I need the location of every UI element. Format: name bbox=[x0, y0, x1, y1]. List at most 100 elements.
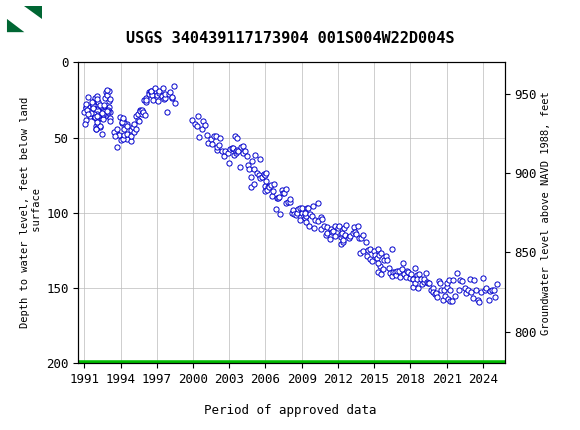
Point bbox=[387, 245, 396, 252]
Point bbox=[140, 111, 150, 118]
Point bbox=[401, 274, 411, 281]
Point bbox=[204, 139, 213, 146]
Point bbox=[96, 101, 105, 108]
Point bbox=[129, 120, 139, 127]
Point bbox=[394, 268, 404, 275]
Point bbox=[301, 219, 310, 226]
Point bbox=[406, 274, 415, 281]
Point bbox=[99, 115, 108, 122]
Point bbox=[382, 256, 392, 263]
Point bbox=[167, 94, 176, 101]
Point bbox=[355, 250, 364, 257]
Point bbox=[475, 299, 484, 306]
Point bbox=[148, 96, 158, 103]
Y-axis label: Depth to water level, feet below land
 surface: Depth to water level, feet below land su… bbox=[20, 97, 42, 329]
Point bbox=[304, 222, 314, 229]
Point bbox=[238, 150, 248, 157]
Point bbox=[88, 103, 97, 110]
Point bbox=[339, 237, 348, 243]
Point bbox=[164, 91, 173, 98]
Point bbox=[82, 106, 92, 113]
Point bbox=[365, 245, 375, 252]
Point bbox=[385, 270, 394, 276]
Point bbox=[88, 101, 97, 108]
Point bbox=[92, 118, 101, 125]
Point bbox=[97, 104, 107, 111]
Point bbox=[134, 118, 143, 125]
Point bbox=[348, 230, 357, 237]
Point bbox=[93, 115, 102, 122]
Point bbox=[263, 184, 272, 191]
Point bbox=[491, 294, 500, 301]
Point bbox=[425, 280, 434, 287]
Point bbox=[117, 119, 126, 126]
Point bbox=[480, 286, 490, 293]
Point bbox=[91, 126, 100, 132]
Point bbox=[377, 270, 386, 277]
Point bbox=[104, 104, 114, 111]
Point bbox=[81, 121, 90, 128]
Point bbox=[84, 94, 93, 101]
Point bbox=[252, 169, 262, 176]
Point bbox=[212, 147, 222, 154]
Point bbox=[144, 91, 154, 98]
Point bbox=[298, 205, 307, 212]
Point bbox=[338, 239, 347, 246]
Point bbox=[404, 269, 413, 276]
Point bbox=[264, 184, 273, 190]
Point bbox=[455, 277, 465, 284]
Point bbox=[231, 150, 240, 157]
Point bbox=[337, 230, 346, 237]
Point bbox=[445, 298, 454, 305]
Point bbox=[313, 200, 322, 206]
Point bbox=[249, 166, 259, 172]
Point bbox=[94, 122, 103, 129]
Point bbox=[85, 108, 94, 114]
Point bbox=[298, 210, 307, 217]
Point bbox=[113, 126, 122, 132]
Point bbox=[412, 271, 421, 278]
Point bbox=[363, 247, 372, 254]
Point bbox=[218, 147, 227, 154]
Point bbox=[194, 112, 203, 119]
Point bbox=[426, 286, 436, 293]
Point bbox=[280, 190, 289, 197]
Point bbox=[87, 109, 96, 116]
Point bbox=[455, 286, 464, 293]
Point bbox=[104, 107, 113, 114]
Point bbox=[98, 105, 107, 112]
Point bbox=[85, 105, 95, 112]
Point bbox=[391, 271, 400, 278]
Point bbox=[369, 247, 378, 254]
Point bbox=[192, 123, 201, 129]
Point bbox=[99, 104, 108, 111]
Point bbox=[226, 145, 235, 152]
Point bbox=[215, 142, 224, 149]
Point bbox=[126, 138, 136, 144]
Point bbox=[89, 102, 99, 109]
Point bbox=[119, 119, 129, 126]
Point bbox=[89, 98, 99, 105]
Point bbox=[376, 250, 386, 257]
Point bbox=[79, 108, 89, 115]
Point bbox=[336, 233, 345, 240]
Point bbox=[212, 144, 222, 150]
Point bbox=[119, 132, 128, 138]
Point bbox=[100, 112, 110, 119]
Point bbox=[155, 88, 164, 95]
Point bbox=[423, 280, 433, 287]
Point bbox=[100, 95, 110, 101]
Point bbox=[433, 294, 442, 301]
Point bbox=[311, 216, 320, 223]
Point bbox=[88, 98, 97, 105]
Point bbox=[414, 271, 423, 278]
Point bbox=[276, 211, 285, 218]
Point bbox=[92, 93, 101, 100]
Point bbox=[132, 126, 141, 133]
Point bbox=[465, 275, 474, 282]
Point bbox=[306, 210, 315, 217]
Point bbox=[92, 101, 101, 108]
Point bbox=[122, 135, 132, 142]
Point bbox=[114, 132, 124, 139]
Point bbox=[353, 222, 362, 229]
